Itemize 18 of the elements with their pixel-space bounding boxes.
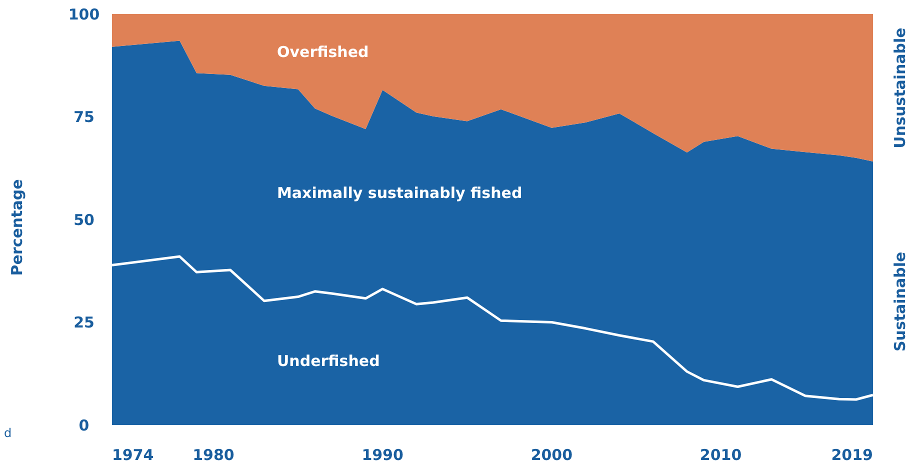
text: d: [4, 426, 12, 440]
x-tick-label: 1990: [362, 446, 404, 464]
y-tick-label: 25: [74, 314, 94, 332]
x-tick-label: 1974: [112, 446, 154, 464]
series-label: Underfished: [277, 352, 380, 370]
y-tick-label: 75: [74, 108, 94, 126]
text: Unsustainable: [891, 28, 909, 148]
series-label: Overfished: [277, 42, 369, 61]
y-axis-title: Percentage: [8, 179, 26, 276]
x-tick-label: 1980: [192, 446, 234, 464]
x-tick-label: 2000: [530, 446, 573, 464]
text: Sustainable: [891, 252, 909, 352]
x-tick-label: 2019: [831, 446, 873, 464]
y-tick-label: 50: [74, 210, 94, 229]
y-tick-label: 100: [68, 5, 100, 24]
x-tick-label: 2010: [700, 446, 742, 464]
y-tick-label: 0: [78, 416, 90, 434]
series-label: Maximally sustainably fished: [277, 184, 522, 202]
